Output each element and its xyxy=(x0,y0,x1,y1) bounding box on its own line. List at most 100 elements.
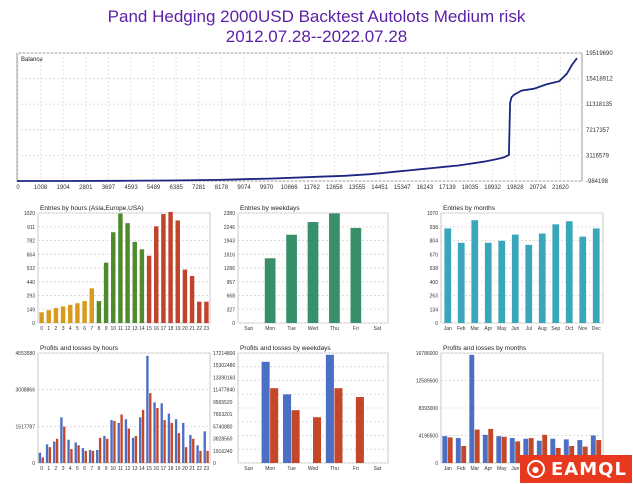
panel-3-bar xyxy=(579,236,587,323)
panel-1-bar xyxy=(204,301,209,323)
panel-1-bar xyxy=(154,226,159,323)
panel-4-x-tick-label: 2 xyxy=(55,466,58,472)
panel-3-bar xyxy=(484,242,492,323)
panel-2-y-tick-label: 1286 xyxy=(224,266,235,272)
panel-1-bar xyxy=(75,303,80,323)
panel-5-bar xyxy=(355,397,364,463)
panel-5-title: Profits and losses by weekdays xyxy=(240,345,331,352)
panel-4-x-tick-label: 20 xyxy=(182,466,188,472)
panel-1-x-tick-label: 10 xyxy=(110,326,116,332)
balance-y-tick-label: 11318135 xyxy=(586,102,613,108)
balance-x-tick-label: 2801 xyxy=(79,185,93,191)
panel-2-x-tick-label: Sun xyxy=(244,326,253,332)
panel-2-y-tick-label: 327 xyxy=(227,307,236,313)
panel-4-bar xyxy=(81,448,85,463)
panel-4-bar xyxy=(203,431,206,463)
panel-4-bar xyxy=(84,450,87,463)
panel-4-bar xyxy=(163,420,166,463)
panel-1-bar xyxy=(125,223,130,323)
balance-x-tick-label: 18932 xyxy=(484,185,501,191)
panel-4-x-tick-label: 22 xyxy=(196,466,202,472)
panel-6-bar xyxy=(542,434,548,463)
panel-4-y2-tick-label: 5740880 xyxy=(213,424,233,430)
panel-1-x-tick-label: 15 xyxy=(146,326,152,332)
panel-1-y-tick-label: 1020 xyxy=(24,211,35,217)
panel-4-bar xyxy=(206,450,209,463)
panel-1-x-tick-label: 6 xyxy=(83,326,86,332)
panel-1-bar xyxy=(161,214,166,323)
panel-4-y-tick-label: 4553580 xyxy=(16,351,36,357)
balance-x-tick-label: 15347 xyxy=(394,185,411,191)
panel-5-bar xyxy=(291,410,300,463)
panel-4-y2-tick-label: 11477840 xyxy=(213,388,235,394)
panel-4-bar xyxy=(167,413,171,463)
panel-2-y-tick-label: 0 xyxy=(232,321,235,327)
panel-1-y-tick-label: 532 xyxy=(27,266,36,272)
panel-1-y-tick-label: 440 xyxy=(27,280,36,286)
balance-x-tick-label: 1008 xyxy=(34,185,48,191)
panel-1-bar xyxy=(89,288,94,323)
panel-5-bar xyxy=(261,361,270,463)
panel-1-x-tick-label: 21 xyxy=(189,326,195,332)
panel-4-bar xyxy=(146,355,149,463)
panel-4-bar xyxy=(110,420,113,463)
panel-1-bar xyxy=(111,232,116,323)
panel-5-bar xyxy=(334,388,343,463)
panel-1-y-tick-label: 149 xyxy=(27,307,36,313)
panel-1-x-tick-label: 11 xyxy=(118,326,123,332)
panel-2-bar xyxy=(307,222,319,323)
balance-x-tick-label: 0 xyxy=(16,185,20,191)
brand-logo: ● EAMQL xyxy=(520,455,632,483)
panel-4-bar xyxy=(134,435,138,463)
panel-4-bar xyxy=(124,419,128,463)
panel-1-x-tick-label: 18 xyxy=(168,326,174,332)
panel-4-bar xyxy=(70,449,73,463)
panel-5-x-tick-label: Wed xyxy=(308,466,318,472)
panel-6-bar xyxy=(582,446,588,463)
panel-1-bar xyxy=(182,269,188,323)
panel-5-bar xyxy=(325,354,334,463)
panel-6-bar xyxy=(550,438,556,463)
panel-6-bar xyxy=(482,434,488,463)
brand-label: EAMQL xyxy=(551,458,627,480)
panel-3-bar xyxy=(565,221,573,323)
panel-4-bar xyxy=(67,439,70,463)
panel-6-bar xyxy=(501,436,507,463)
panel-2-x-tick-label: Sat xyxy=(374,326,382,332)
panel-4-bar xyxy=(160,403,163,463)
panel-4-x-tick-label: 18 xyxy=(168,466,174,472)
panel-5-x-tick-label: Sat xyxy=(374,466,382,472)
panel-3-y-tick-label: 538 xyxy=(430,266,439,272)
panel-2-y-tick-label: 2380 xyxy=(224,211,235,217)
panel-1-bar xyxy=(46,310,51,323)
panel-3-y-tick-label: 134 xyxy=(430,307,439,313)
panel-1-x-tick-label: 19 xyxy=(175,326,181,332)
panel-1-y-tick-label: 911 xyxy=(27,225,35,231)
balance-y-tick-label: 7217357 xyxy=(586,128,610,134)
panel-6-x-tick-label: Feb xyxy=(457,466,466,472)
panel-4-bar xyxy=(192,438,195,463)
panel-6-bar xyxy=(577,440,583,463)
balance-title: Balance xyxy=(21,57,43,63)
panel-4-x-tick-label: 21 xyxy=(189,466,195,472)
balance-x-tick-label: 17139 xyxy=(439,185,456,191)
balance-x-tick-label: 9074 xyxy=(237,185,251,191)
panel-4-bar xyxy=(139,417,142,463)
balance-y-tick-label: 19519690 xyxy=(586,51,613,57)
panel-5-x-tick-label: Tue xyxy=(287,466,296,472)
balance-x-tick-label: 10866 xyxy=(281,185,298,191)
panel-4-x-tick-label: 7 xyxy=(90,466,93,472)
panel-3-bar xyxy=(457,242,465,323)
panel-6-x-tick-label: Jan xyxy=(444,466,452,472)
panel-6-bar xyxy=(474,429,480,463)
panel-6-bar xyxy=(523,438,529,463)
panel-1-x-tick-label: 5 xyxy=(76,326,79,332)
panel-3-x-tick-label: Jul xyxy=(526,326,532,332)
panel-3-x-tick-label: Feb xyxy=(457,326,466,332)
panel-6-bar xyxy=(528,438,534,463)
panel-3-bar xyxy=(471,220,479,323)
panel-4-x-tick-label: 15 xyxy=(146,466,152,472)
panel-1-y-tick-label: 0 xyxy=(32,321,35,327)
panel-4-bar xyxy=(45,444,49,463)
